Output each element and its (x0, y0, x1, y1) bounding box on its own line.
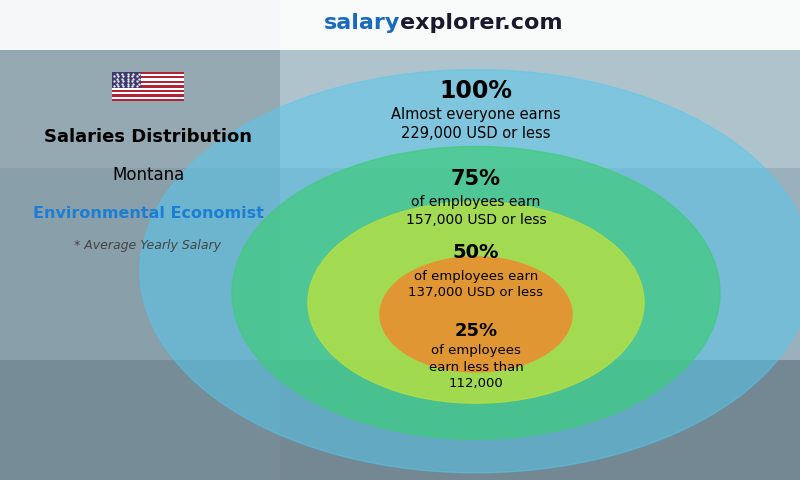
Circle shape (380, 257, 572, 372)
Bar (112, 90, 184, 92)
Text: of employees earn
137,000 USD or less: of employees earn 137,000 USD or less (409, 270, 543, 300)
Text: Almost everyone earns
229,000 USD or less: Almost everyone earns 229,000 USD or les… (391, 107, 561, 141)
Text: of employees earn
157,000 USD or less: of employees earn 157,000 USD or less (406, 195, 546, 227)
Bar (0, 0, 280, 480)
Text: salary: salary (324, 13, 400, 33)
Bar (112, 76, 184, 78)
Bar (112, 99, 184, 101)
Circle shape (232, 146, 720, 439)
Bar (112, 85, 184, 87)
Bar (112, 72, 184, 74)
Text: * Average Yearly Salary: * Average Yearly Salary (74, 239, 222, 252)
Bar (0, 0, 800, 168)
Circle shape (140, 70, 800, 473)
Bar (0, 0, 800, 50)
Text: 100%: 100% (439, 79, 513, 103)
Text: 50%: 50% (453, 242, 499, 262)
Bar (112, 81, 184, 83)
Text: Environmental Economist: Environmental Economist (33, 206, 263, 221)
Text: of employees
earn less than
112,000: of employees earn less than 112,000 (429, 344, 523, 390)
Bar (112, 72, 184, 101)
Text: Montana: Montana (112, 166, 184, 184)
Bar (112, 95, 184, 96)
Bar (0, 360, 800, 480)
Text: 25%: 25% (454, 322, 498, 340)
Circle shape (308, 202, 644, 403)
Text: Salaries Distribution: Salaries Distribution (44, 128, 252, 146)
Bar (112, 72, 141, 87)
Text: explorer.com: explorer.com (400, 13, 562, 33)
Text: 75%: 75% (451, 168, 501, 189)
